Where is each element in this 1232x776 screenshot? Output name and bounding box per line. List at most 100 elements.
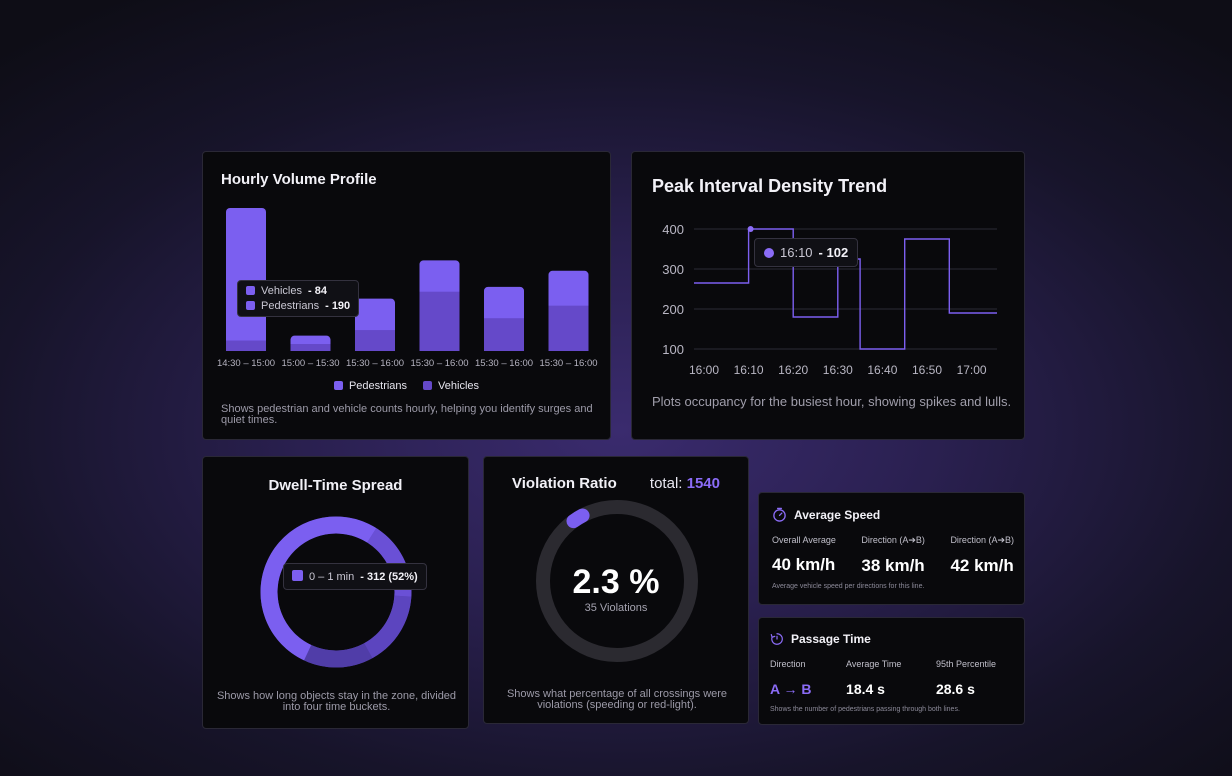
density-trend-chart: 100 200 300 400 16:00 16:10 16:20 16:30 16:40 16:…	[662, 222, 997, 377]
x-tick-label: 15:30 – 16:00	[539, 358, 597, 369]
x-tick-label: 15:30 – 16:00	[410, 358, 468, 369]
tooltip-value: - 84	[307, 285, 327, 297]
gauge-track	[536, 500, 698, 662]
bar-vehicles	[355, 330, 395, 351]
total-value: 1540	[686, 475, 720, 492]
legend-label: Vehicles	[438, 380, 480, 392]
legend-item-vehicles[interactable]: Vehicles	[423, 380, 479, 392]
x-tick-label: 15:30 – 16:00	[475, 358, 533, 369]
tooltip-label: 16:10	[780, 245, 813, 260]
chart-tooltip: 0 – 1 min - 312 (52%)	[283, 563, 427, 590]
card-description: Shows what percentage of all crossings w…	[506, 688, 728, 711]
card-title: Passage Time	[791, 632, 871, 646]
chart-legend: Pedestrians Vehicles	[203, 380, 610, 392]
legend-label: Pedestrians	[348, 380, 408, 392]
x-tick-label: 16:50	[912, 363, 942, 377]
legend-swatch	[423, 381, 433, 390]
timer-icon	[770, 633, 783, 645]
bar-vehicles	[226, 340, 266, 351]
speed-overall: Overall Average 40 km/h	[772, 535, 836, 576]
bar-vehicles	[290, 344, 331, 351]
speed-direction-1: Direction (A➔B) 38 km/h	[861, 535, 925, 576]
y-tick-label: 200	[662, 302, 684, 317]
tooltip-label: Pedestrians	[261, 300, 320, 312]
card-header: Passage Time	[770, 632, 871, 646]
chart-tooltip: Vehicles - 84 Pedestrians - 190	[237, 280, 360, 317]
card-title: Peak Interval Density Trend	[652, 176, 888, 196]
violation-ratio-card: Violation Ratio total: 1540 2.3 % 35 Vio…	[483, 456, 749, 724]
y-tick-label: 100	[662, 342, 684, 357]
card-description: Plots occupancy for the busiest hour, sh…	[652, 394, 1012, 409]
passage-average: Average Time 18.4 s	[846, 659, 901, 697]
vehicles-swatch	[246, 286, 255, 295]
tooltip-value: - 102	[818, 245, 849, 260]
stopwatch-icon	[773, 507, 786, 522]
card-footnote: Shows the number of pedestrians passing …	[770, 706, 960, 713]
card-footnote: Average vehicle speed per directions for…	[772, 583, 925, 590]
passage-time-card: Passage Time Direction A → B Average Time…	[758, 617, 1025, 725]
bar-vehicles	[484, 318, 524, 351]
total-count: total: 1540	[650, 475, 720, 492]
tooltip-label: Vehicles	[261, 285, 302, 297]
x-tick-label: 14:30 – 15:00	[217, 358, 275, 369]
card-title: Violation Ratio	[512, 475, 617, 492]
gauge-value-arc	[536, 500, 698, 662]
violation-count: 35 Violations	[584, 602, 648, 614]
violation-gauge	[536, 500, 698, 662]
x-tick-label: 17:00	[957, 363, 987, 377]
y-tick-label: 300	[662, 262, 684, 277]
x-tick-label: 15:30 – 16:00	[346, 358, 404, 369]
legend-swatch	[333, 381, 343, 390]
density-trend-card: Peak Interval Density Trend 100 200 300 400…	[631, 151, 1025, 440]
x-tick-label: 16:40	[867, 363, 897, 377]
donut-slice	[260, 516, 412, 668]
speed-direction-2: Direction (A➔B) 42 km/h	[950, 535, 1014, 576]
x-tick-label: 16:30	[823, 363, 853, 377]
card-description: Shows pedestrian and vehicle counts hour…	[221, 403, 593, 426]
card-title: Hourly Volume Profile	[221, 171, 377, 188]
column-value: A → B	[770, 681, 812, 697]
tooltip-value: - 190	[325, 300, 351, 312]
legend-item-pedestrians[interactable]: Pedestrians	[333, 380, 408, 392]
speed-columns: Overall Average 40 km/h Direction (A➔B) 38…	[772, 535, 1014, 576]
highlight-point	[747, 226, 754, 232]
donut-slice	[260, 516, 412, 668]
x-tick-label: 15:00 – 15:30	[281, 358, 339, 369]
column-label: Direction (A➔B)	[861, 535, 925, 545]
tooltip-dot	[764, 248, 774, 258]
series-line	[694, 228, 997, 350]
x-tick-label: 16:00	[689, 363, 719, 377]
chart-tooltip: 16:10 - 102	[754, 238, 859, 267]
card-title: Average Speed	[794, 507, 881, 522]
passage-direction: Direction A → B	[770, 659, 811, 697]
dwell-time-card: Dwell-Time Spread 0 – 1 min - 312 (52%) S…	[202, 456, 469, 729]
card-description: Shows how long objects stay in the zone,…	[216, 690, 457, 713]
x-tick-label: 16:20	[778, 363, 808, 377]
column-value: 38 km/h	[861, 556, 925, 575]
column-value: 28.6 s	[935, 681, 975, 697]
y-tick-label: 400	[662, 222, 684, 237]
x-tick-label: 16:10	[734, 363, 764, 377]
tooltip-swatch	[292, 570, 303, 581]
column-value: 18.4 s	[846, 681, 885, 697]
card-title: Dwell-Time Spread	[268, 477, 403, 494]
column-value: 40 km/h	[772, 555, 836, 574]
bar-vehicles	[548, 305, 589, 351]
column-label: Direction (A➔B)	[950, 535, 1014, 545]
bar-vehicles	[419, 291, 460, 351]
column-label: 95th Percentile	[935, 659, 996, 669]
card-header: Average Speed	[772, 507, 880, 522]
passage-columns: Direction A → B Average Time 18.4 s 95th P…	[770, 659, 996, 697]
column-value: 42 km/h	[950, 556, 1014, 575]
hourly-volume-card: Hourly Volume Profile 14:30 – 15:00 15:00…	[202, 151, 611, 440]
total-label: total:	[649, 475, 683, 492]
passage-percentile: 95th Percentile 28.6 s	[936, 659, 996, 697]
dwell-donut-chart	[260, 516, 412, 668]
pedestrians-swatch	[246, 301, 255, 310]
average-speed-card: Average Speed Overall Average 40 km/h Dir…	[758, 492, 1025, 605]
column-label: Overall Average	[772, 535, 836, 545]
column-label: Average Time	[846, 659, 902, 669]
hourly-volume-chart: 14:30 – 15:00 15:00 – 15:30 15:30 – 16:00 1…	[217, 208, 598, 369]
violation-percent: 2.3 %	[572, 563, 660, 601]
tooltip-label: 0 – 1 min	[309, 571, 355, 583]
